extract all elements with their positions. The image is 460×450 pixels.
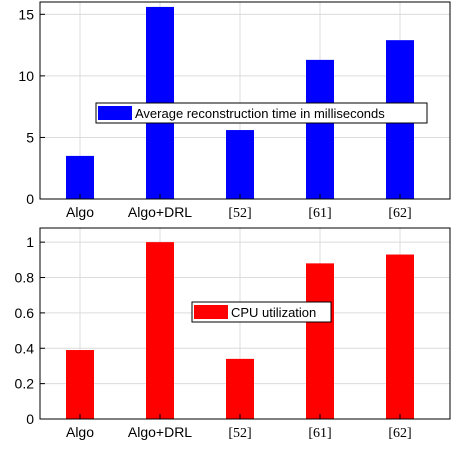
legend-box — [95, 102, 428, 124]
x-tick-label: [52] — [228, 206, 251, 221]
x-tick-label: [62] — [388, 426, 411, 441]
x-tick-label: Algo+DRL — [128, 204, 192, 220]
bar-algo — [66, 155, 94, 199]
y-tick-label: 0.8 — [15, 270, 35, 286]
y-tick-label: 15 — [18, 6, 34, 22]
y-tick-label: 0.2 — [15, 376, 35, 392]
bar-52 — [226, 130, 254, 199]
y-tick-label: 0.4 — [15, 340, 35, 356]
bar-52 — [226, 358, 254, 419]
legend-label: Average reconstruction time in milliseco… — [135, 106, 385, 121]
legend-swatch — [98, 106, 132, 120]
x-tick-label: Algo — [66, 424, 94, 440]
y-tick-label: 0.6 — [15, 305, 35, 321]
x-tick-label: [62] — [388, 206, 411, 221]
x-tick-label: [52] — [228, 426, 251, 441]
bar-61 — [306, 59, 334, 200]
y-tick-label: 5 — [26, 129, 34, 145]
chart-panel-1: 0 5 10 15 Algo Algo+DRL [52] [61] [62] Average re… — [18, 1, 451, 221]
bar-algo — [66, 350, 94, 419]
x-tick-label: Algo+DRL — [128, 424, 192, 440]
legend-swatch — [194, 305, 228, 319]
x-tick-label: Algo — [66, 204, 94, 220]
y-tick-label: 10 — [18, 68, 34, 84]
bar-61 — [306, 263, 334, 419]
bar-algodrl — [146, 242, 174, 419]
legend: CPU utilization — [191, 301, 332, 323]
chart-panel-2: 0 0.2 0.4 0.6 0.8 1 Algo Algo+DRL [52] [61] [62] CP… — [15, 227, 451, 441]
legend: Average reconstruction time in milliseco… — [95, 102, 428, 124]
y-tick-label: 1 — [26, 234, 34, 250]
y-tick-label: 0 — [26, 411, 34, 427]
legend-label: CPU utilization — [231, 305, 316, 320]
y-tick-label: 0 — [26, 191, 34, 207]
axes-border — [39, 1, 451, 200]
bar-62 — [386, 254, 414, 419]
x-tick-label: [61] — [308, 426, 331, 441]
axes-border — [39, 227, 451, 420]
x-tick-label: [61] — [308, 206, 331, 221]
